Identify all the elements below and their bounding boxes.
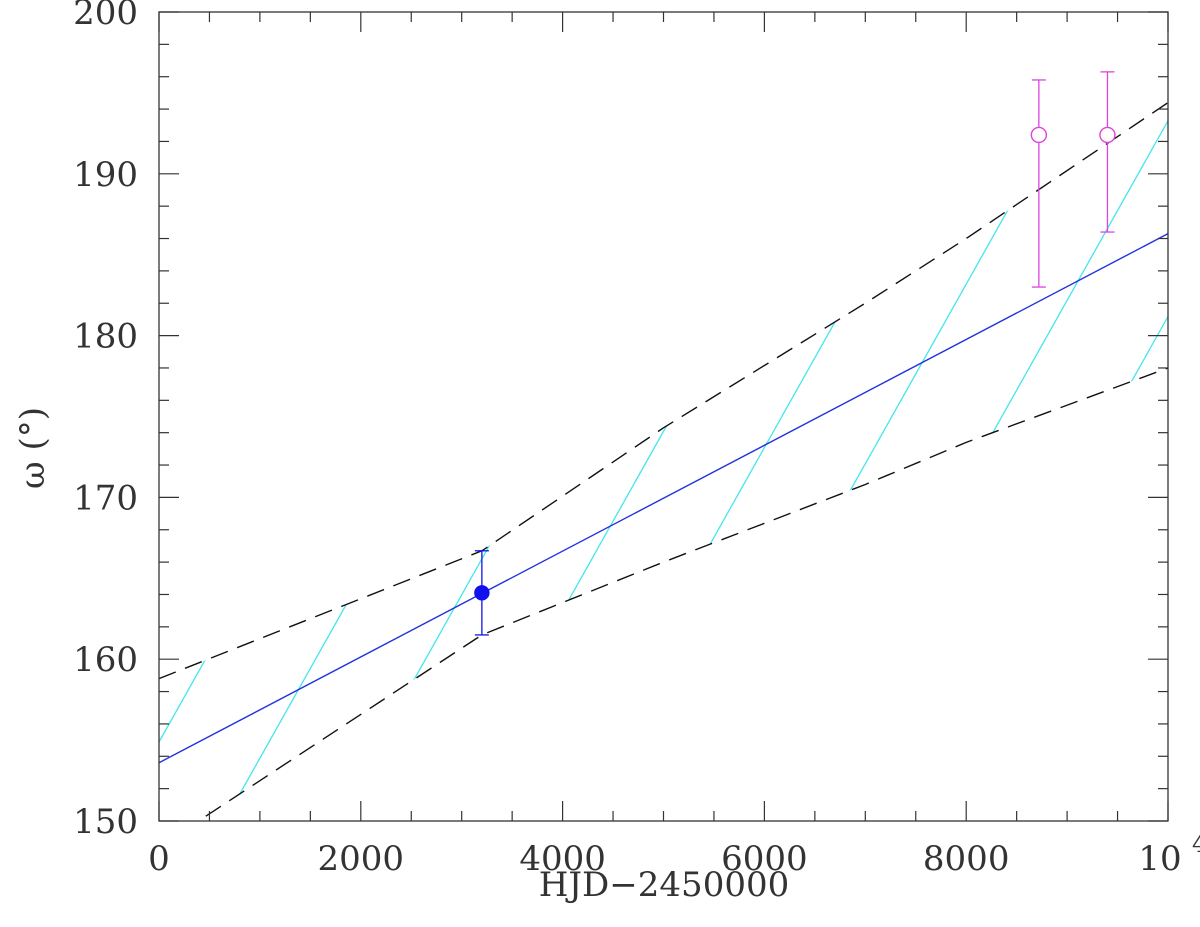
x-tick-exponent: 4 — [1192, 830, 1200, 858]
plot-frame — [158, 11, 1169, 822]
hatch-line — [658, 102, 1126, 832]
data-point-marker — [474, 585, 490, 601]
hatch-line — [438, 102, 906, 832]
plot-border — [158, 11, 1169, 822]
fit-line — [158, 233, 1169, 764]
y-tick-label: 150 — [73, 802, 138, 842]
hatch-line — [159, 102, 466, 832]
x-tick-label: 8000 — [923, 839, 1010, 879]
uncertainty-band — [159, 102, 1168, 832]
y-tick-label: 190 — [73, 155, 138, 195]
hatch-line — [159, 102, 356, 832]
y-tick-label: 200 — [73, 0, 138, 33]
upper-envelope — [159, 102, 1168, 680]
band-hatch — [159, 102, 1168, 832]
hatch-line — [548, 102, 1016, 832]
tick-labels: 0 2000 4000 6000 8000 10 4 150 160 170 180 190 200 — [73, 0, 1200, 879]
open-data-point — [1099, 71, 1116, 233]
lower-envelope — [197, 367, 1168, 821]
filled-data-point — [474, 550, 490, 636]
x-tick-label: 2000 — [318, 839, 405, 879]
hatch-line — [878, 102, 1168, 832]
hatch-line — [159, 102, 576, 832]
x-tick-label: 10 — [1138, 839, 1181, 879]
y-axis-title: ω (°) — [13, 407, 53, 489]
hatch-line — [218, 102, 686, 832]
open-data-point — [1030, 79, 1048, 288]
x-tick-label: 6000 — [721, 839, 808, 879]
data-points — [474, 71, 1116, 636]
hatch-line — [328, 102, 796, 832]
x-tick-label: 4000 — [519, 839, 606, 879]
y-tick-label: 180 — [73, 317, 138, 357]
x-tick-label: 0 — [148, 839, 170, 879]
y-tick-label: 160 — [73, 640, 138, 680]
hatch-line — [1098, 102, 1168, 832]
y-tick-label: 170 — [73, 478, 138, 518]
hatch-line — [768, 102, 1168, 832]
data-point-marker — [1099, 126, 1116, 144]
x-axis-title: HJD−2450000 — [539, 865, 789, 905]
series-lines — [158, 102, 1169, 821]
data-point-marker — [1030, 126, 1048, 144]
